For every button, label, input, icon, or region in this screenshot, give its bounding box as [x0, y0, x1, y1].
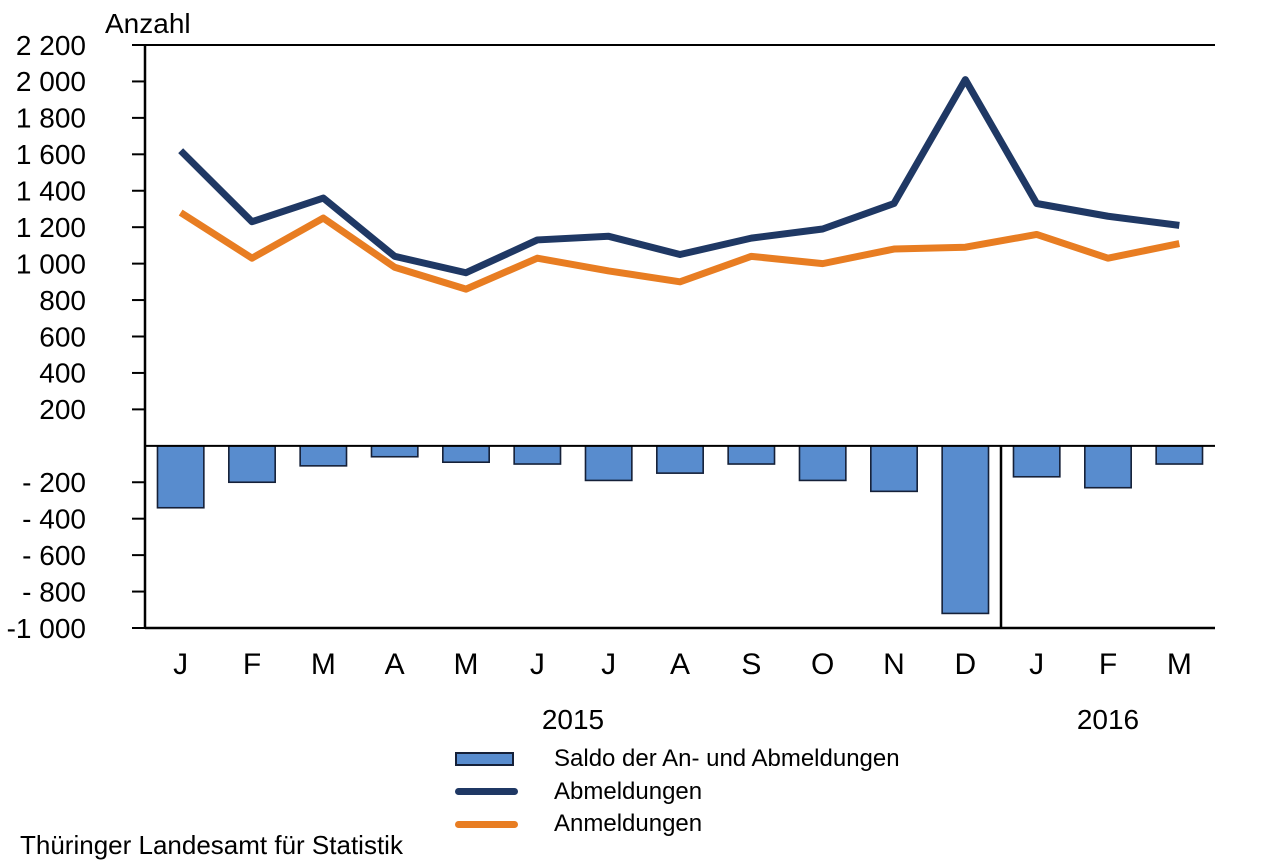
x-month-label: J — [601, 648, 616, 681]
x-month-label: J — [530, 648, 545, 681]
anmeldungen-line-swatch-icon — [455, 820, 518, 828]
y-tick-label: - 600 — [22, 540, 86, 571]
saldo-bar — [656, 445, 704, 474]
x-month-label: A — [670, 648, 690, 681]
x-year-label: 2016 — [1077, 704, 1139, 735]
line-series-group — [178, 76, 1181, 293]
y-tick-label: 1 000 — [16, 248, 86, 279]
legend-item-abmeldungen: Abmeldungen — [455, 776, 900, 809]
legend: Saldo der An- und Abmeldungen Abmeldunge… — [455, 743, 900, 841]
y-tick-label: -1 000 — [7, 613, 86, 644]
y-tick-label: 400 — [39, 358, 86, 389]
saldo-bar — [513, 445, 562, 465]
axes-group — [132, 44, 1215, 630]
y-tick-label: 1 400 — [16, 176, 86, 207]
y-tick-label: - 200 — [22, 467, 86, 498]
x-month-label: S — [741, 648, 761, 681]
x-month-label: M — [1167, 648, 1192, 681]
x-month-label: J — [1029, 648, 1044, 681]
x-month-label: F — [243, 648, 261, 681]
saldo-bar — [1012, 445, 1061, 478]
y-tick-label: 2 000 — [16, 66, 86, 97]
y-tick-label: 1 600 — [16, 139, 86, 170]
x-year-label: 2015 — [542, 704, 604, 735]
x-month-label: F — [1099, 648, 1117, 681]
x-month-label: A — [385, 648, 405, 681]
saldo-bar — [442, 445, 490, 464]
y-tick-label: - 800 — [22, 576, 86, 607]
x-month-label: N — [883, 648, 905, 681]
saldo-bar — [727, 445, 776, 465]
axis-labels-group: 2 200 2 000 1 800 1 600 1 400 1 200 1 000 800 60… — [7, 30, 1192, 735]
y-tick-label: 1 800 — [16, 103, 86, 134]
source-attribution: Thüringer Landesamt für Statistik — [20, 830, 403, 860]
saldo-bar — [1155, 445, 1204, 465]
legend-label-anmeldungen: Anmeldungen — [554, 810, 703, 838]
saldo-bar — [228, 445, 276, 484]
x-month-label: M — [311, 648, 336, 681]
saldo-bar — [584, 445, 633, 482]
saldo-bar-swatch-icon — [455, 752, 514, 767]
abmeldungen-line — [178, 76, 1180, 277]
saldo-bar — [156, 445, 205, 509]
legend-label-abmeldungen: Abmeldungen — [554, 777, 703, 805]
saldo-bar — [798, 445, 847, 482]
y-tick-label: 600 — [39, 321, 86, 352]
y-tick-label: 200 — [39, 394, 86, 425]
anmeldungen-line — [178, 209, 1181, 293]
legend-item-saldo: Saldo der An- und Abmeldungen — [455, 743, 900, 776]
x-month-label: D — [954, 648, 976, 681]
x-month-label: O — [811, 648, 834, 681]
saldo-bar — [1084, 445, 1132, 489]
x-month-label: M — [454, 648, 479, 681]
saldo-bars-group — [156, 445, 1204, 615]
y-tick-label: 1 200 — [16, 212, 86, 243]
y-axis-title: Anzahl — [105, 8, 191, 39]
y-tick-label: 2 200 — [16, 30, 86, 61]
saldo-bar — [299, 445, 348, 467]
saldo-bar — [941, 445, 990, 615]
legend-item-anmeldungen: Anmeldungen — [455, 808, 900, 841]
legend-label-saldo: Saldo der An- und Abmeldungen — [554, 745, 900, 773]
y-tick-label: 800 — [39, 285, 86, 316]
y-tick-label: - 400 — [22, 503, 86, 534]
abmeldungen-line-swatch-icon — [455, 788, 518, 796]
x-month-label: J — [173, 648, 188, 681]
saldo-bar — [870, 445, 918, 493]
saldo-bar — [370, 445, 419, 458]
